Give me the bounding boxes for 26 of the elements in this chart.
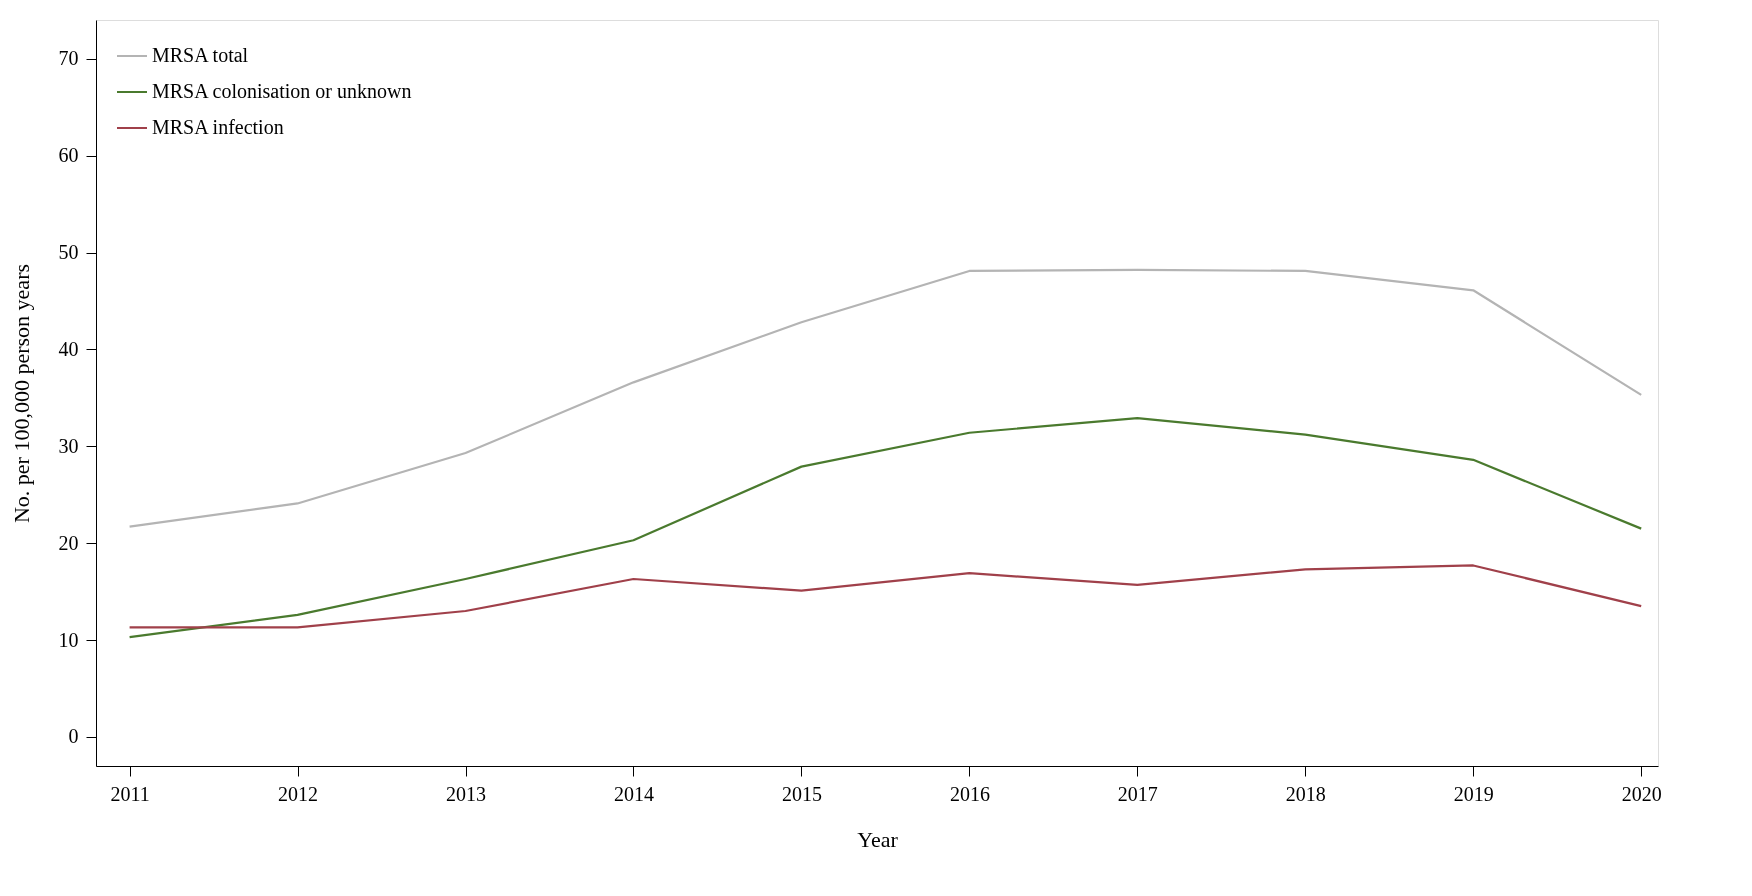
legend-label: MRSA total (152, 44, 249, 66)
x-tick-label: 2015 (781, 782, 822, 805)
x-tick-label: 2017 (1117, 782, 1158, 805)
line-series (128, 564, 1643, 629)
x-axis-title: Year (857, 826, 899, 852)
y-axis-title: No. per 100,000 person years (8, 263, 34, 524)
x-tick-label: 2013 (446, 782, 487, 805)
y-tick-label: 40 (58, 337, 79, 360)
y-tick-label: 70 (58, 47, 79, 70)
line-series (128, 417, 1643, 639)
x-tick-label: 2012 (278, 782, 319, 805)
x-tick-label: 2018 (1285, 782, 1326, 805)
x-tick-label: 2011 (110, 782, 150, 805)
line-series (128, 268, 1643, 528)
y-tick-label: 0 (68, 725, 79, 748)
x-tick-label: 2019 (1453, 782, 1494, 805)
y-tick-label: 60 (58, 144, 79, 167)
y-tick-label: 10 (58, 628, 79, 651)
y-tick-label: 20 (58, 531, 79, 554)
legend-label: MRSA infection (152, 116, 284, 138)
legend-label: MRSA colonisation or unknown (152, 80, 412, 102)
x-tick-label: 2016 (949, 782, 990, 805)
y-tick-label: 30 (58, 434, 79, 457)
x-tick-label: 2014 (613, 782, 654, 805)
x-tick-label: 2020 (1621, 782, 1662, 805)
y-tick-label: 50 (58, 241, 79, 264)
